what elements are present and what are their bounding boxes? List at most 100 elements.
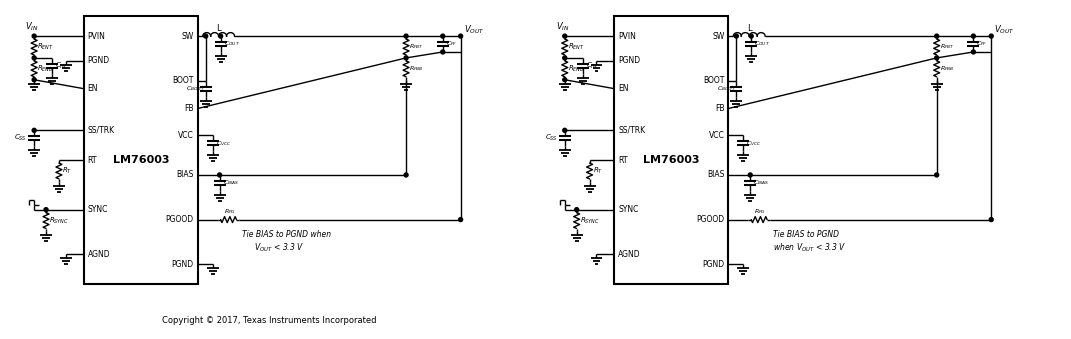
Text: $R_T$: $R_T$ [592, 166, 603, 176]
Text: $R_T$: $R_T$ [62, 166, 72, 176]
Text: RT: RT [618, 156, 628, 164]
Text: PGND: PGND [171, 260, 194, 269]
Text: $C_{BIAS}$: $C_{BIAS}$ [223, 178, 239, 187]
Text: PGND: PGND [703, 260, 724, 269]
Bar [615, 16, 728, 284]
Text: VCC: VCC [709, 131, 724, 140]
Text: SYNC: SYNC [618, 205, 638, 214]
Circle shape [404, 56, 408, 60]
Circle shape [44, 208, 48, 212]
Text: SS/TRK: SS/TRK [618, 126, 646, 135]
Circle shape [749, 173, 752, 177]
Text: $C_{VCC}$: $C_{VCC}$ [215, 139, 231, 148]
Circle shape [575, 208, 578, 212]
Text: EN: EN [618, 84, 629, 93]
Text: L: L [216, 24, 221, 33]
Circle shape [935, 173, 938, 177]
Text: when $V_{OUT}$ < 3.3 V: when $V_{OUT}$ < 3.3 V [773, 241, 846, 254]
Text: $V_{IN}$: $V_{IN}$ [556, 21, 570, 34]
Text: $R_{SYNC}$: $R_{SYNC}$ [579, 216, 600, 226]
Text: BOOT: BOOT [703, 76, 724, 85]
Circle shape [458, 218, 463, 222]
Text: $C_{FF}$: $C_{FF}$ [977, 40, 987, 48]
Text: $R_{PG}$: $R_{PG}$ [754, 207, 767, 216]
Circle shape [735, 34, 738, 38]
Text: $V_{OUT}$: $V_{OUT}$ [464, 24, 484, 36]
Circle shape [935, 56, 938, 60]
Text: AGND: AGND [88, 250, 110, 259]
Text: SW: SW [712, 32, 724, 41]
Text: $R_{FBT}$: $R_{FBT}$ [939, 43, 954, 52]
Circle shape [990, 34, 993, 38]
Circle shape [32, 78, 36, 82]
Text: $C_{SS}$: $C_{SS}$ [14, 133, 27, 143]
Circle shape [32, 56, 36, 60]
Text: FB: FB [184, 104, 194, 113]
Text: $C_{BOOT}$: $C_{BOOT}$ [716, 84, 736, 93]
Text: SYNC: SYNC [88, 205, 108, 214]
Text: AGND: AGND [618, 250, 640, 259]
Text: SS/TRK: SS/TRK [88, 126, 115, 135]
Text: PGOOD: PGOOD [166, 215, 194, 224]
Text: $C_{IN}$: $C_{IN}$ [586, 61, 598, 71]
Text: $R_{FBB}$: $R_{FBB}$ [409, 64, 424, 73]
Circle shape [562, 78, 567, 82]
Text: PGOOD: PGOOD [696, 215, 724, 224]
Text: FB: FB [715, 104, 724, 113]
Text: $V_{OUT}$: $V_{OUT}$ [994, 24, 1015, 36]
Text: $C_{IN}$: $C_{IN}$ [55, 61, 66, 71]
Text: RT: RT [88, 156, 97, 164]
Circle shape [203, 34, 208, 38]
Text: BIAS: BIAS [177, 171, 194, 179]
Text: PVIN: PVIN [88, 32, 106, 41]
Circle shape [562, 128, 567, 132]
Text: PGND: PGND [618, 56, 640, 65]
Circle shape [562, 34, 567, 38]
Text: $C_{FF}$: $C_{FF}$ [446, 40, 457, 48]
Circle shape [441, 34, 444, 38]
Circle shape [971, 50, 976, 54]
Circle shape [935, 34, 938, 38]
Text: $C_{OUT}$: $C_{OUT}$ [224, 40, 240, 48]
Text: $R_{FBT}$: $R_{FBT}$ [409, 43, 424, 52]
Text: $C_{OUT}$: $C_{OUT}$ [754, 40, 770, 48]
Text: L: L [746, 24, 752, 33]
Circle shape [441, 50, 444, 54]
Text: PGND: PGND [88, 56, 110, 65]
Text: BOOT: BOOT [172, 76, 194, 85]
Text: LM76003: LM76003 [643, 155, 699, 165]
Circle shape [971, 34, 976, 38]
Circle shape [217, 173, 222, 177]
Text: $V_{OUT}$ < 3.3 V: $V_{OUT}$ < 3.3 V [254, 241, 304, 254]
Circle shape [990, 218, 993, 222]
Text: PVIN: PVIN [618, 32, 636, 41]
Text: $R_{ENT}$: $R_{ENT}$ [568, 42, 585, 52]
Text: $R_{ENB}$: $R_{ENB}$ [37, 64, 54, 74]
Text: Tie BIAS to PGND when: Tie BIAS to PGND when [242, 230, 332, 239]
Text: $C_{VCC}$: $C_{VCC}$ [746, 139, 761, 148]
Text: $V_{IN}$: $V_{IN}$ [26, 21, 39, 34]
Text: $C_{BIAS}$: $C_{BIAS}$ [753, 178, 769, 187]
Text: $R_{PG}$: $R_{PG}$ [224, 207, 236, 216]
Bar [84, 16, 198, 284]
Text: VCC: VCC [178, 131, 194, 140]
Circle shape [32, 128, 36, 132]
Text: $C_{BOOT}$: $C_{BOOT}$ [186, 84, 205, 93]
Text: Copyright © 2017, Texas Instruments Incorporated: Copyright © 2017, Texas Instruments Inco… [162, 316, 376, 325]
Text: Tie BIAS to PGND: Tie BIAS to PGND [773, 230, 839, 239]
Circle shape [404, 34, 408, 38]
Text: BIAS: BIAS [707, 171, 724, 179]
Text: $R_{ENT}$: $R_{ENT}$ [37, 42, 54, 52]
Text: LM76003: LM76003 [112, 155, 169, 165]
Text: EN: EN [88, 84, 99, 93]
Circle shape [218, 34, 223, 38]
Text: $R_{SYNC}$: $R_{SYNC}$ [49, 216, 69, 226]
Text: $C_{SS}$: $C_{SS}$ [545, 133, 558, 143]
Circle shape [750, 34, 753, 38]
Circle shape [404, 173, 408, 177]
Circle shape [562, 56, 567, 60]
Text: SW: SW [182, 32, 194, 41]
Text: $R_{FBB}$: $R_{FBB}$ [939, 64, 954, 73]
Text: $R_{ENB}$: $R_{ENB}$ [568, 64, 585, 74]
Circle shape [32, 34, 36, 38]
